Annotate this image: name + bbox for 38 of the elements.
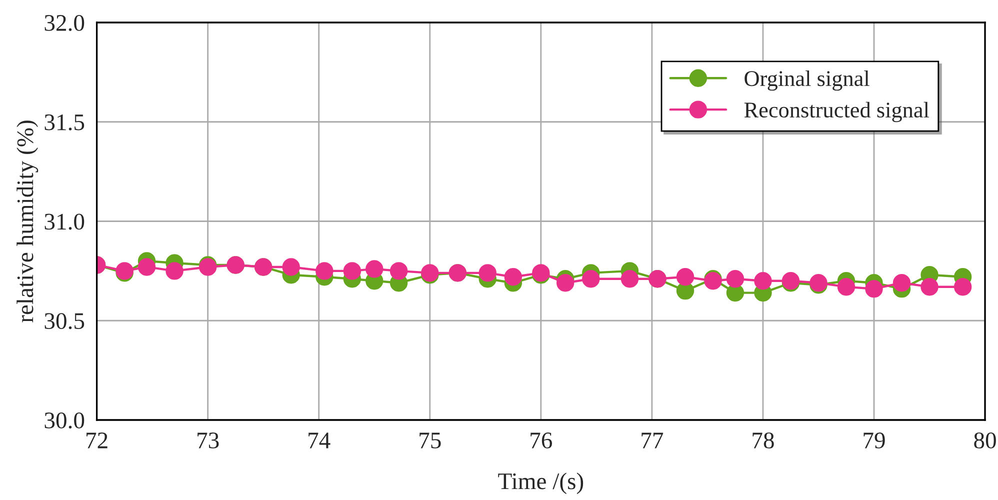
legend-label: Reconstructed signal (744, 102, 930, 122)
x-tick-label: 78 (752, 432, 774, 448)
x-tick-label: 74 (308, 432, 330, 448)
x-tick-label: 77 (642, 432, 664, 448)
y-axis-title: relative humidity (%) (16, 120, 38, 322)
point (726, 270, 744, 288)
y-tick-label: 31.5 (44, 114, 84, 130)
x-tick-label: 79 (864, 432, 885, 448)
point (282, 258, 300, 276)
point (582, 270, 600, 288)
point (343, 262, 362, 280)
x-tick-label: 80 (974, 432, 996, 448)
x-tick-label: 75 (420, 432, 441, 448)
point (620, 270, 639, 288)
y-tick-label: 32.0 (44, 14, 84, 32)
point (920, 278, 938, 296)
x-axis-title: Time /(s) (498, 472, 584, 494)
point (366, 260, 384, 278)
point (954, 278, 972, 296)
point (504, 268, 522, 286)
point (556, 274, 574, 292)
point (892, 274, 911, 292)
point (390, 262, 408, 280)
x-tick-label: 76 (530, 432, 552, 448)
point (316, 262, 334, 280)
x-tick-label: 73 (198, 432, 219, 448)
y-tick-label: 31.0 (44, 214, 84, 230)
point (676, 268, 694, 286)
y-tick-label: 30.0 (44, 412, 84, 429)
point (865, 280, 883, 298)
point (166, 262, 184, 280)
point (837, 278, 856, 296)
legend-label: Orginal signal (744, 70, 870, 91)
y-tick-label: 30.5 (44, 313, 84, 330)
point (478, 264, 496, 282)
point (138, 258, 156, 276)
x-tick-label: 72 (86, 432, 108, 448)
point (754, 272, 772, 290)
